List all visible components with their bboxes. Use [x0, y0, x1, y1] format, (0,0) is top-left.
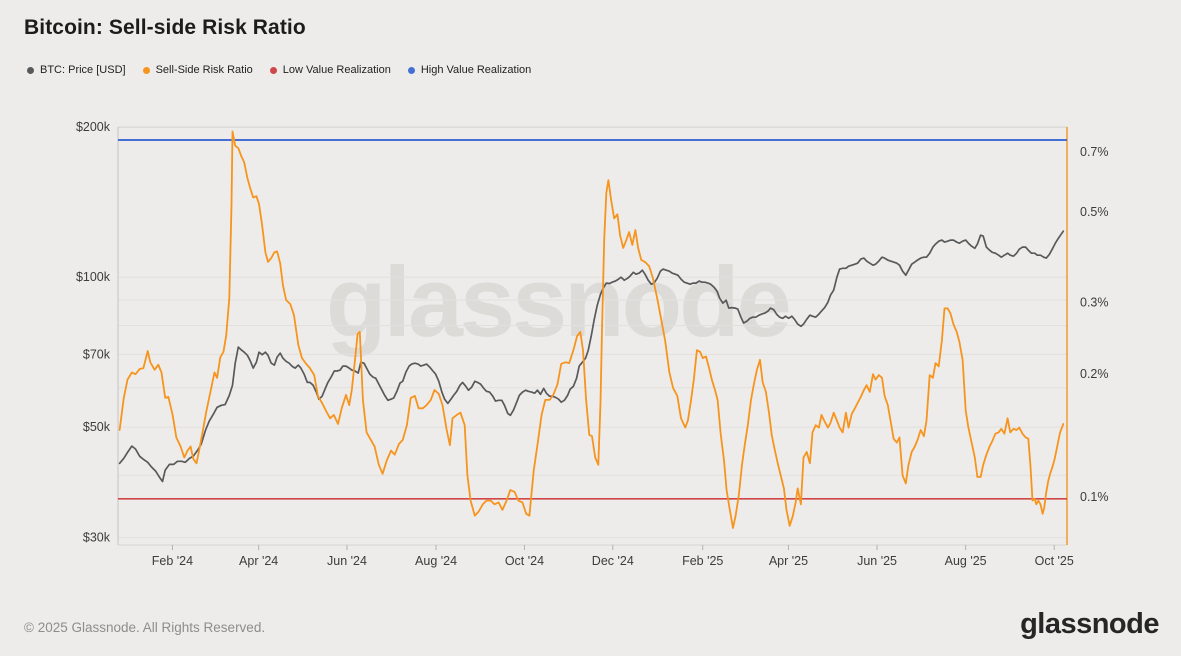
- copyright-text: © 2025 Glassnode. All Rights Reserved.: [24, 620, 266, 635]
- y-right-tick-label: 0.7%: [1080, 145, 1109, 159]
- y-right-tick-label: 0.3%: [1080, 295, 1109, 309]
- x-tick-label: Feb '25: [682, 554, 723, 568]
- legend: BTC: Price [USD] Sell-Side Risk Ratio Low …: [27, 64, 531, 76]
- legend-item-1[interactable]: Sell-Side Risk Ratio: [142, 64, 253, 76]
- y-left-tick-label: $200k: [76, 120, 111, 134]
- legend-dot-icon: [407, 66, 415, 74]
- y-right-tick-label: 0.1%: [1080, 490, 1109, 504]
- y-right-tick-label: 0.5%: [1080, 205, 1109, 219]
- x-tick-label: Feb '24: [152, 554, 193, 568]
- x-tick-label: Aug '25: [945, 554, 987, 568]
- y-left-tick-label: $70k: [83, 347, 111, 361]
- x-tick-label: Jun '25: [857, 554, 897, 568]
- y-left-tick-label: $30k: [83, 531, 111, 545]
- legend-label: BTC: Price [USD]: [40, 64, 126, 76]
- y-right-tick-label: 0.2%: [1080, 367, 1109, 381]
- glassnode-watermark: glassnode: [326, 252, 792, 351]
- plot-area[interactable]: [118, 127, 1067, 545]
- x-tick-label: Apr '25: [769, 554, 808, 568]
- legend-dot-icon: [27, 66, 34, 74]
- btc-price-usd--line: [118, 230, 1065, 483]
- y-left-tick-label: $50k: [83, 420, 111, 434]
- legend-item-3[interactable]: High Value Realization: [407, 64, 532, 76]
- x-tick-label: Oct '25: [1035, 554, 1074, 568]
- x-tick-label: Aug '24: [415, 554, 457, 568]
- sell-side-risk-ratio-line: [118, 130, 1065, 529]
- x-tick-label: Apr '24: [239, 554, 278, 568]
- legend-label: Low Value Realization: [282, 64, 391, 76]
- legend-label: High Value Realization: [420, 64, 532, 76]
- legend-item-2[interactable]: Low Value Realization: [269, 64, 391, 76]
- x-tick-label: Jun '24: [327, 554, 367, 568]
- legend-dot-icon: [142, 66, 150, 74]
- page-title: Bitcoin: Sell-side Risk Ratio: [24, 16, 306, 39]
- x-tick-label: Oct '24: [505, 554, 544, 568]
- x-tick-label: Dec '24: [592, 554, 634, 568]
- legend-item-0[interactable]: BTC: Price [USD]: [27, 64, 126, 76]
- legend-label: Sell-Side Risk Ratio: [155, 64, 253, 76]
- y-left-tick-label: $100k: [76, 270, 111, 284]
- legend-dot-icon: [269, 66, 277, 74]
- glassnode-logo[interactable]: glassnode: [1020, 608, 1159, 640]
